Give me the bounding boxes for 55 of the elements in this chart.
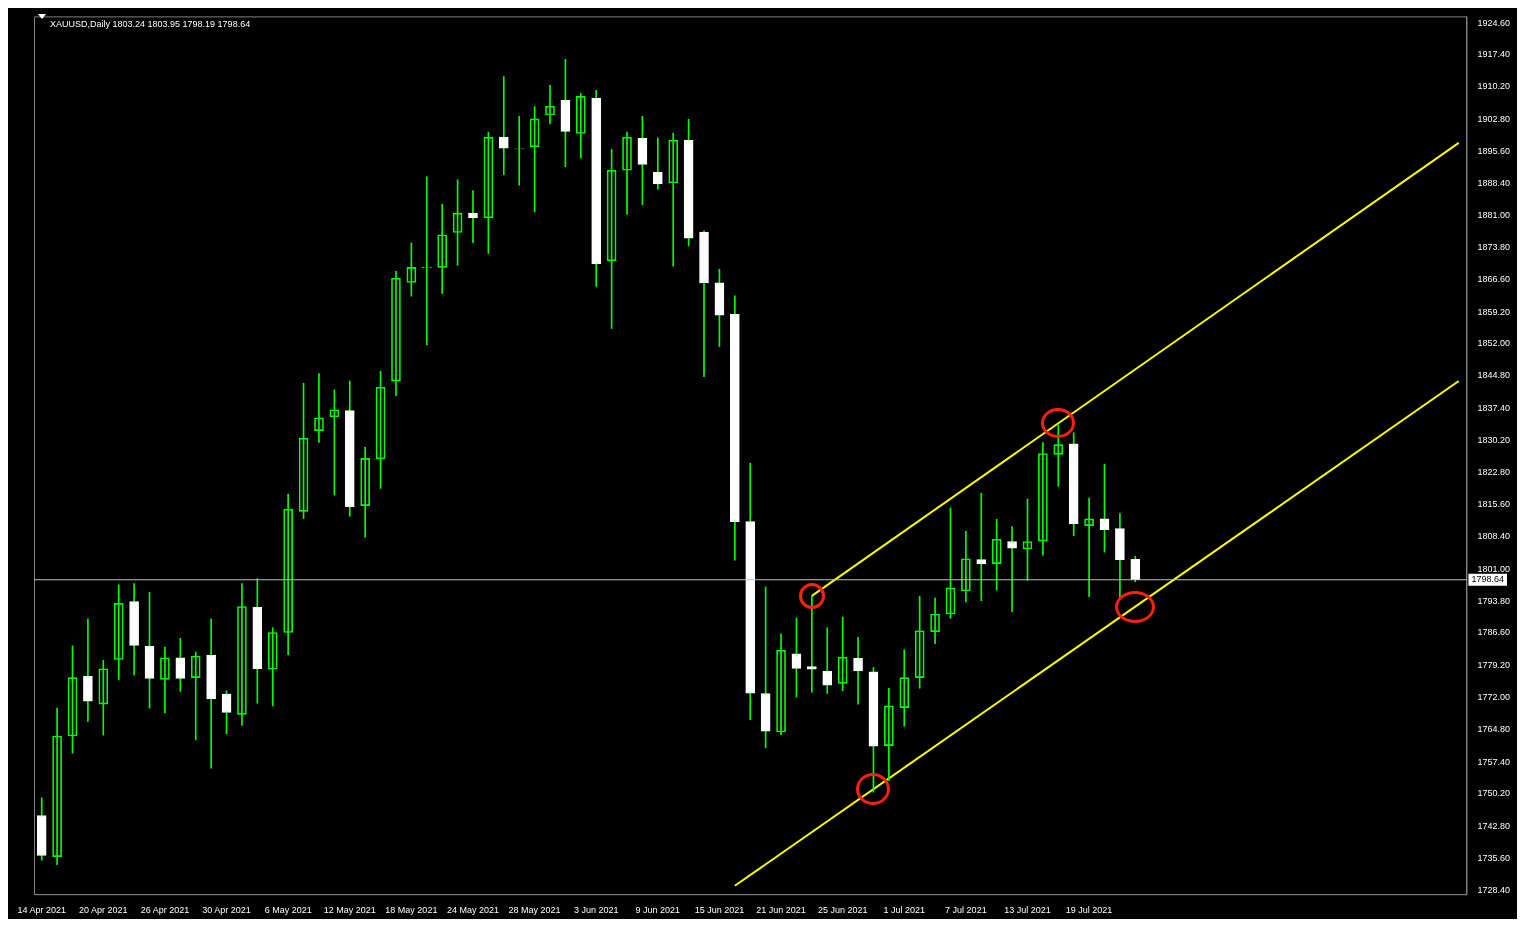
x-tick-label: 19 Jul 2021	[1065, 905, 1113, 916]
y-tick-label: 1822.80	[1477, 467, 1511, 478]
x-tick-label: 12 May 2021	[323, 905, 376, 916]
y-tick-label: 1859.20	[1477, 306, 1511, 317]
y-tick-label: 1888.40	[1477, 177, 1511, 188]
y-tick-label: 1801.00	[1477, 563, 1511, 574]
x-tick-label: 26 Apr 2021	[140, 905, 190, 916]
y-tick-label: 1837.40	[1477, 402, 1511, 413]
y-tick-label: 1742.80	[1477, 821, 1511, 832]
candlestick	[822, 627, 833, 694]
y-tick-label: 1808.40	[1477, 531, 1511, 542]
candlestick	[853, 637, 863, 705]
y-tick-label: 1757.40	[1477, 756, 1511, 767]
chart-title: XAUUSD,Daily 1803.24 1803.95 1798.19 1798.64	[50, 18, 251, 29]
x-tick-label: 13 Jul 2021	[1004, 905, 1051, 916]
x-tick-label: 15 Jun 2021	[694, 905, 745, 916]
y-tick-label: 1924.60	[1477, 17, 1511, 28]
y-tick-label: 1910.20	[1477, 81, 1511, 92]
x-tick-label: 1 Jul 2021	[883, 905, 926, 916]
x-tick-label: 18 May 2021	[385, 905, 438, 916]
x-tick-label: 9 Jun 2021	[635, 905, 681, 916]
x-tick-label: 21 Jun 2021	[756, 905, 806, 916]
x-tick-label: 3 Jun 2021	[573, 905, 619, 916]
y-tick-label: 1844.80	[1477, 370, 1511, 381]
x-tick-label: 20 Apr 2021	[79, 905, 128, 916]
x-tick-label: 14 Apr 2021	[17, 905, 66, 916]
y-tick-label: 1735.60	[1477, 852, 1511, 863]
x-tick-label: 28 May 2021	[508, 905, 561, 916]
y-tick-label: 1750.20	[1477, 788, 1511, 799]
y-tick-label: 1764.80	[1477, 723, 1511, 734]
y-tick-label: 1793.80	[1477, 595, 1511, 606]
x-tick-label: 6 May 2021	[264, 905, 312, 916]
y-tick-label: 1815.60	[1477, 499, 1511, 510]
candlestick	[1007, 526, 1017, 613]
y-tick-label: 1830.20	[1477, 434, 1511, 445]
y-tick-label: 1852.00	[1477, 338, 1511, 349]
x-tick-label: 24 May 2021	[446, 905, 500, 916]
y-tick-label: 1873.80	[1477, 242, 1511, 253]
ref-line-label: 1798.64	[1471, 574, 1505, 585]
candlestick	[976, 492, 987, 602]
candlestick	[498, 76, 509, 175]
candlestick	[652, 137, 663, 190]
y-tick-label: 1881.00	[1477, 210, 1511, 221]
candlestick	[83, 618, 93, 722]
y-tick-label: 1902.80	[1477, 113, 1511, 124]
y-tick-label: 1866.60	[1477, 273, 1511, 284]
y-tick-label: 1772.00	[1477, 692, 1511, 702]
x-tick-label: 30 Apr 2021	[202, 905, 251, 916]
y-tick-label: 1779.20	[1477, 660, 1511, 671]
x-tick-label: 25 Jun 2021	[817, 905, 868, 916]
y-tick-label: 1917.40	[1477, 49, 1511, 60]
y-tick-label: 1728.40	[1477, 884, 1511, 895]
x-tick-label: 7 Jul 2021	[945, 905, 987, 916]
y-tick-label: 1786.60	[1477, 627, 1511, 638]
y-tick-label: 1895.60	[1477, 145, 1511, 156]
